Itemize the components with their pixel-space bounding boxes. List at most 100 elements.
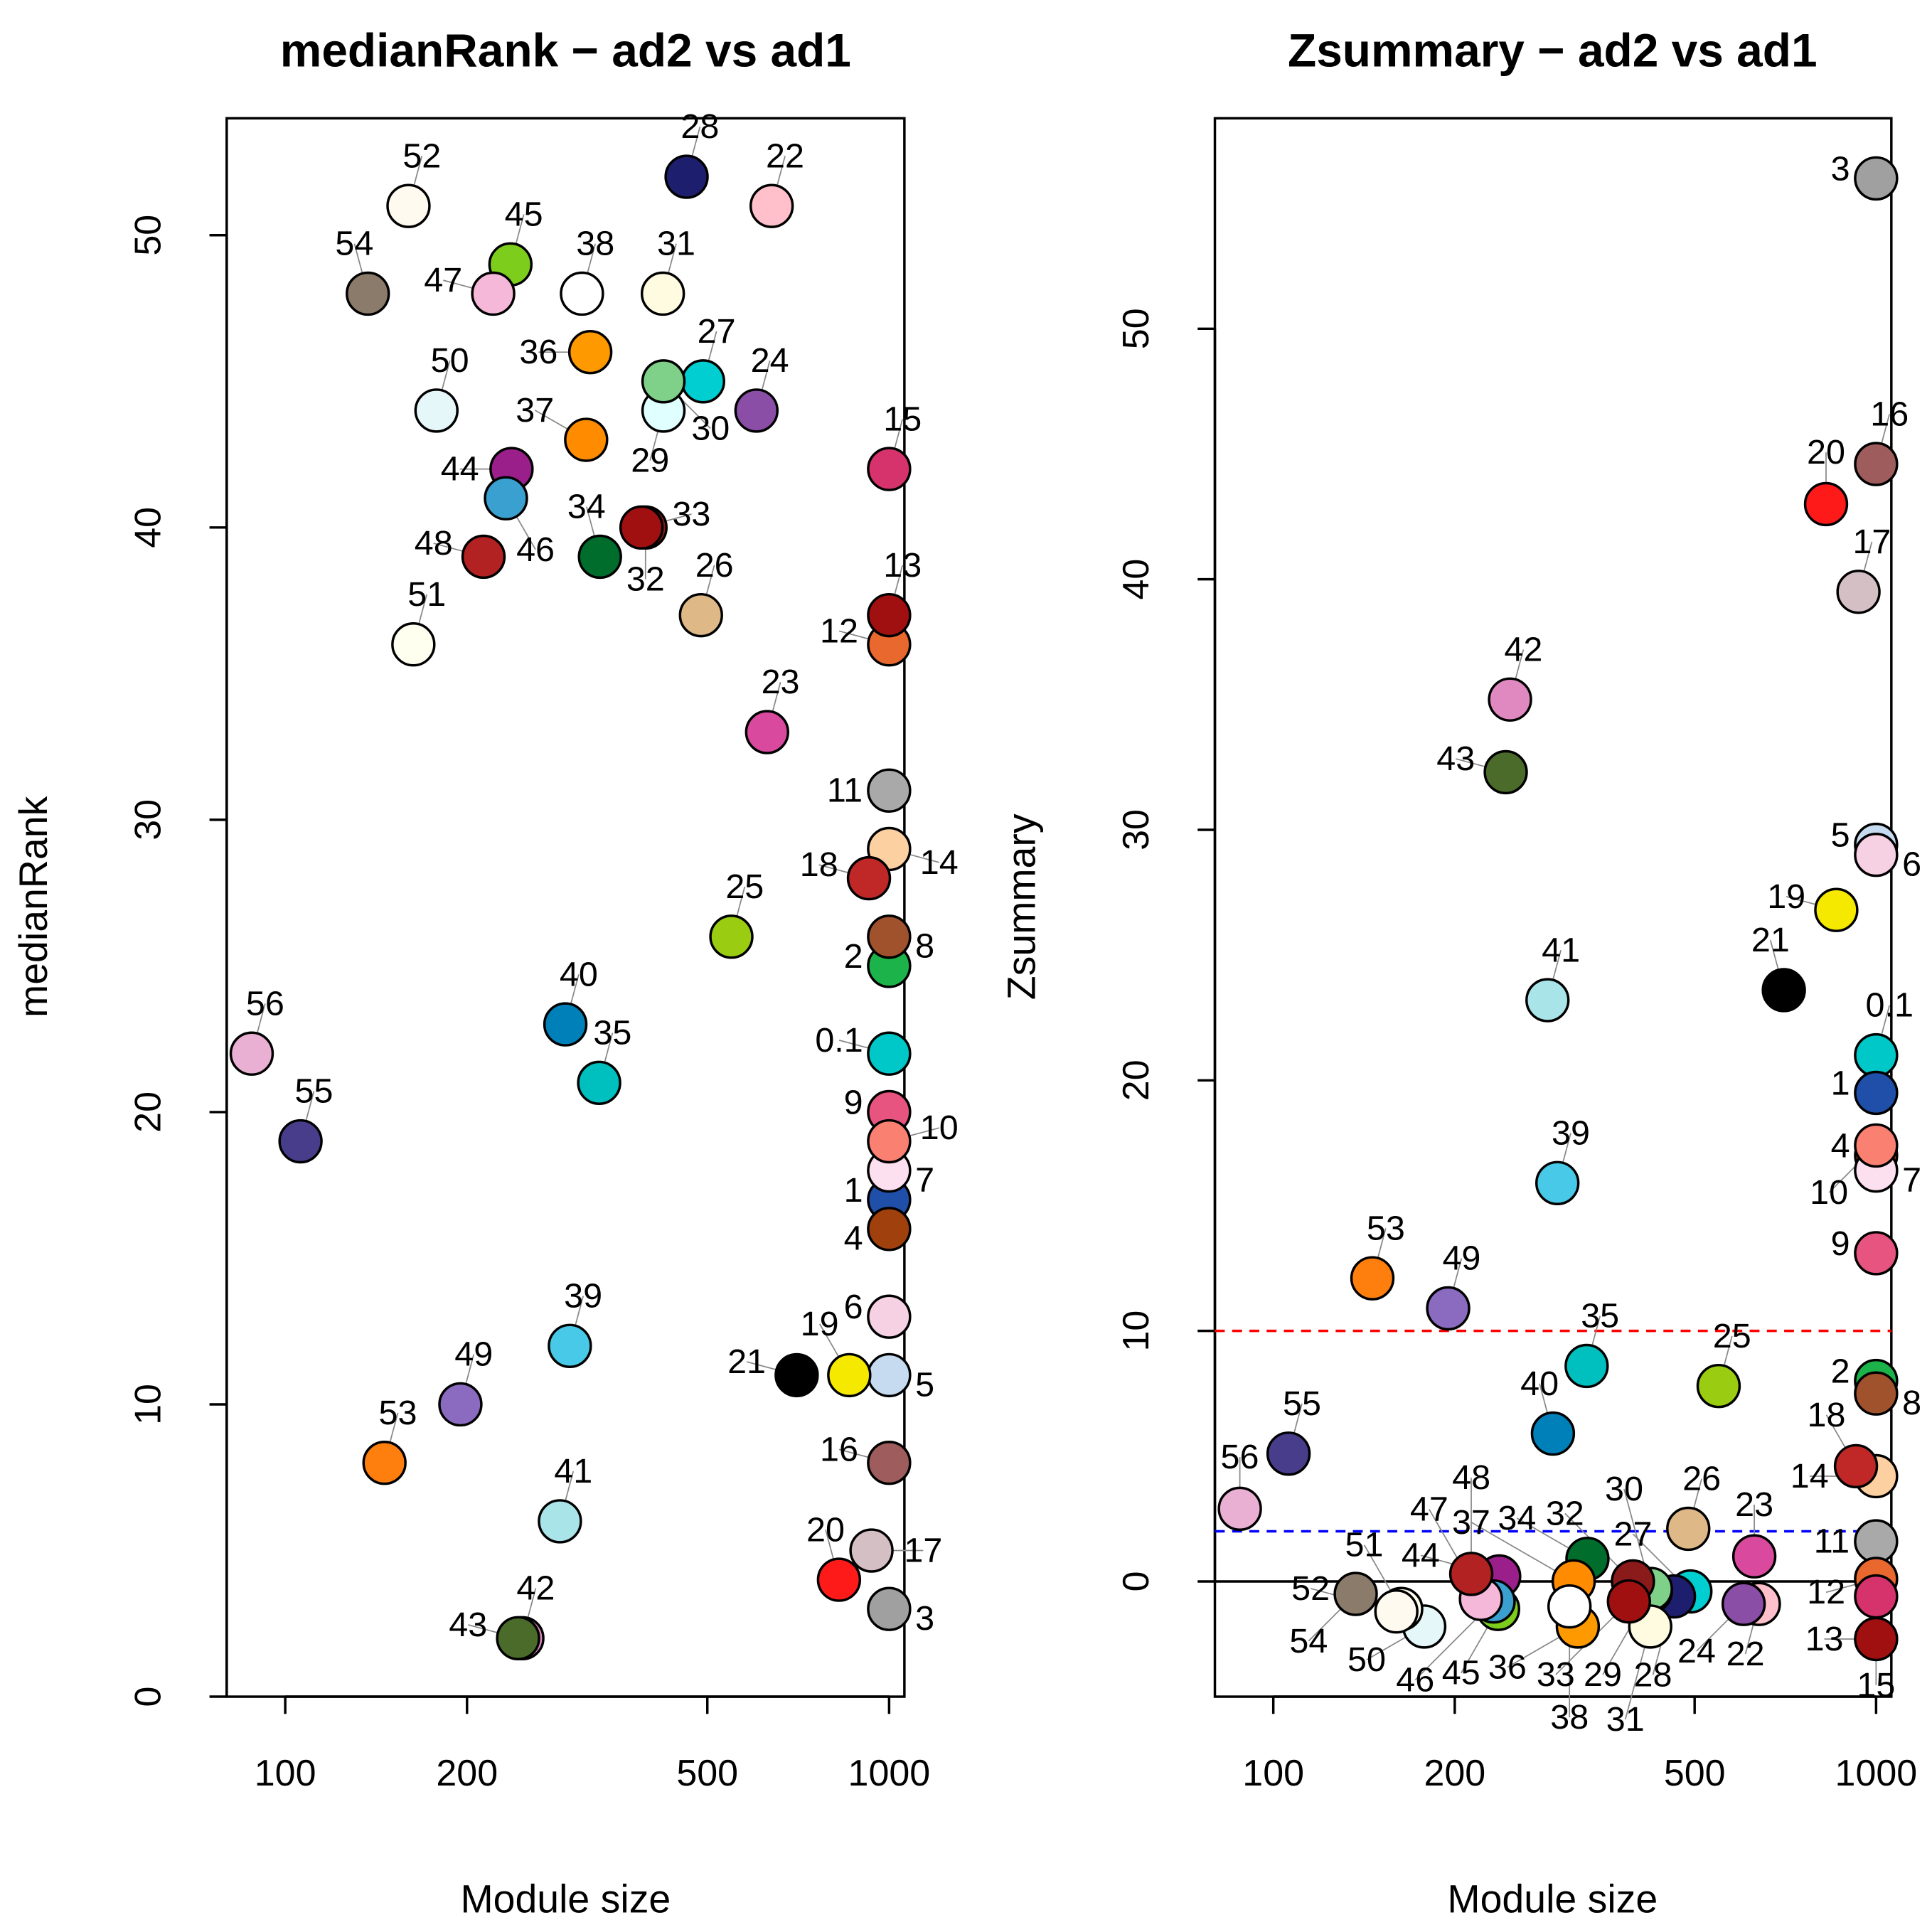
data-point <box>774 1352 819 1398</box>
point-label: 4 <box>844 1219 863 1258</box>
point-label: 27 <box>698 312 736 351</box>
data-point <box>1448 1552 1494 1596</box>
point-label: 15 <box>1857 1666 1895 1704</box>
data-point <box>867 1207 912 1251</box>
data-point <box>619 505 664 550</box>
point-label: 45 <box>1442 1654 1480 1692</box>
data-point <box>1854 1371 1899 1416</box>
point-label: 25 <box>1713 1317 1751 1355</box>
data-point <box>1854 1070 1899 1116</box>
point-label: 20 <box>1807 433 1845 471</box>
data-point <box>867 914 912 959</box>
data-point <box>548 1323 592 1368</box>
point-label: 50 <box>431 341 469 380</box>
point-label: 36 <box>1488 1648 1527 1687</box>
point-label: 9 <box>1831 1224 1850 1263</box>
x-tick-label: 100 <box>1242 1753 1304 1794</box>
data-point <box>867 1031 912 1076</box>
y-tick-label: 40 <box>127 507 169 548</box>
point-label: 41 <box>1542 931 1580 969</box>
point-label: 55 <box>1283 1384 1321 1423</box>
data-point <box>678 592 723 638</box>
data-point <box>278 1119 323 1164</box>
y-tick-label: 50 <box>127 215 169 256</box>
data-point <box>560 271 604 316</box>
point-label: 49 <box>454 1335 493 1374</box>
data-point <box>1833 1443 1879 1489</box>
point-label: 26 <box>1682 1460 1721 1498</box>
point-label: 43 <box>449 1606 487 1644</box>
point-label: 22 <box>766 137 804 175</box>
point-labels: 0.11234567891011121314151617181920212223… <box>246 107 959 1644</box>
data-point <box>1854 1519 1899 1564</box>
point-label: 35 <box>1581 1297 1619 1335</box>
point-label: 32 <box>1546 1494 1584 1532</box>
point-label: 39 <box>564 1276 602 1315</box>
data-point <box>461 534 506 580</box>
data-point <box>1854 1032 1899 1078</box>
point-label: 4 <box>1831 1127 1850 1165</box>
y-tick-label: 50 <box>1116 308 1157 349</box>
point-label: 55 <box>295 1072 333 1111</box>
point-label: 0.1 <box>815 1021 863 1060</box>
point-label: 43 <box>1436 740 1475 778</box>
data-point <box>867 1294 912 1339</box>
data-point <box>1426 1286 1471 1331</box>
data-point <box>867 1352 912 1398</box>
y-axis-label: Zsummary <box>1000 813 1044 1000</box>
point-label: 40 <box>1520 1365 1559 1403</box>
point-label: 1 <box>1831 1064 1850 1102</box>
point-label: 22 <box>1726 1635 1765 1673</box>
data-point <box>664 154 709 199</box>
point-label: 36 <box>519 333 557 371</box>
data-point <box>1535 1160 1580 1205</box>
data-point <box>229 1031 274 1076</box>
data-point <box>391 622 436 667</box>
data-point <box>538 1499 582 1544</box>
point-label: 3 <box>915 1599 934 1638</box>
data-point <box>1350 1256 1395 1301</box>
data-point <box>471 271 516 316</box>
y-tick-label: 10 <box>1116 1311 1157 1352</box>
point-label: 54 <box>335 225 373 263</box>
point-label: 23 <box>1735 1485 1773 1524</box>
point-label: 42 <box>1504 630 1542 668</box>
point-label: 21 <box>1751 921 1790 959</box>
x-tick-label: 100 <box>255 1753 316 1794</box>
point-label: 21 <box>727 1343 766 1381</box>
point-label: 11 <box>1814 1522 1850 1561</box>
data-point <box>577 534 622 580</box>
data-point <box>816 1557 862 1602</box>
point-label: 31 <box>1606 1700 1645 1739</box>
point-label: 14 <box>920 843 959 882</box>
data-point <box>681 359 725 404</box>
point-label: 13 <box>1805 1620 1844 1658</box>
panel-title: medianRank − ad2 vs ad1 <box>280 24 851 77</box>
data-point <box>543 1002 588 1047</box>
data-point <box>1217 1486 1262 1531</box>
point-label: 46 <box>1396 1660 1434 1699</box>
data-point <box>577 1060 621 1106</box>
data-point <box>709 914 754 959</box>
data-point <box>867 1586 912 1631</box>
point-label: 31 <box>657 225 695 263</box>
data-point <box>1547 1584 1592 1629</box>
point-label: 45 <box>505 196 543 234</box>
point-label: 29 <box>631 442 669 480</box>
point-label: 34 <box>1498 1499 1536 1537</box>
data-point <box>1696 1363 1741 1409</box>
point-label: 11 <box>827 772 863 810</box>
x-axis-label: Module size <box>1447 1877 1658 1921</box>
data-point <box>484 476 528 521</box>
point-label: 37 <box>516 391 554 429</box>
point-label: 47 <box>1410 1490 1448 1529</box>
point-label: 51 <box>1345 1526 1384 1564</box>
point-label: 24 <box>751 341 789 380</box>
point-label: 41 <box>554 1452 592 1490</box>
data-point <box>1488 677 1532 722</box>
point-label: 47 <box>424 261 462 299</box>
data-point <box>846 855 892 901</box>
point-label: 15 <box>883 400 922 438</box>
x-tick-label: 200 <box>1424 1753 1485 1794</box>
data-point <box>1266 1431 1311 1476</box>
